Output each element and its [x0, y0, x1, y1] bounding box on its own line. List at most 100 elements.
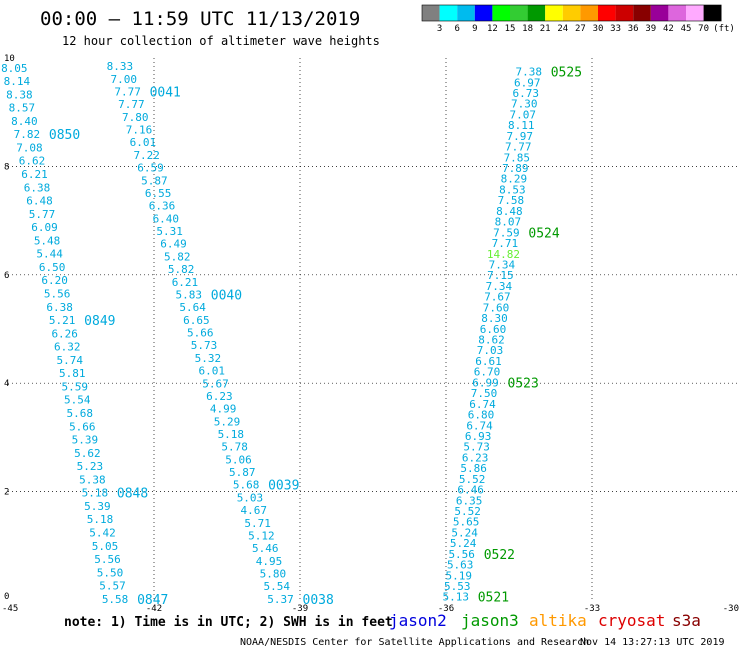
- colorbar-border: [421, 4, 722, 22]
- wave-height-value: 6.50: [39, 261, 66, 274]
- wave-height-value: 5.56: [94, 553, 121, 566]
- wave-height-value: 8.62: [478, 334, 505, 347]
- colorbar-label: 12: [487, 24, 498, 34]
- axis-ticks: -45 -42 -39 -36 -33 -30 0 2 4 6 8 10: [2, 54, 739, 614]
- wave-height-value: 7.97: [507, 130, 534, 143]
- wave-height-value: 7.07: [510, 108, 537, 121]
- time-label: 0039: [268, 479, 299, 494]
- wave-height-value: 6.21: [172, 276, 199, 289]
- colorbar-label: 42: [663, 24, 674, 34]
- colorbar-label: 27: [575, 24, 586, 34]
- wave-height-value: 7.50: [471, 387, 498, 400]
- x-tick-label: -33: [584, 604, 600, 614]
- track-s3a: 8.337.007.777.777.807.166.017.226.595.87…: [107, 60, 334, 608]
- footer-timestamp: Nov 14 13:27:13 UTC 2019: [580, 637, 725, 648]
- wave-height-value: 6.59: [137, 162, 164, 175]
- wave-height-value: 7.60: [483, 301, 510, 314]
- wave-height-value: 6.21: [21, 168, 48, 181]
- wave-height-value: 5.39: [84, 500, 111, 513]
- colorbar-swatch: [668, 5, 686, 21]
- time-label: 0522: [484, 548, 515, 563]
- time-label: 0521: [478, 591, 509, 606]
- wave-height-value: 5.71: [244, 517, 271, 530]
- wave-height-value: 6.99: [472, 376, 499, 389]
- colorbar-label: 18: [522, 24, 533, 34]
- colorbar-label: 39: [645, 24, 656, 34]
- wave-height-value: 6.46: [457, 484, 484, 497]
- wave-height-value: 5.31: [156, 225, 183, 238]
- colorbar-label: 21: [540, 24, 551, 34]
- colorbar-swatch: [615, 5, 634, 21]
- wave-height-value: 6.23: [462, 451, 489, 464]
- colorbar-swatch: [422, 5, 440, 21]
- x-tick-label: -39: [292, 604, 308, 614]
- legend-jason2: jason2: [389, 611, 447, 630]
- wave-height-value: 5.68: [67, 407, 94, 420]
- y-tick-label: 8: [4, 162, 9, 172]
- colorbar-label: 24: [557, 24, 568, 34]
- wave-height-value: 5.83: [176, 288, 203, 301]
- wave-height-value: 6.93: [465, 430, 492, 443]
- wave-height-value: 7.00: [111, 73, 138, 86]
- footer-note: note: 1) Time is in UTC; 2) SWH is in fe…: [64, 615, 393, 630]
- colorbar-swatch: [492, 5, 510, 21]
- track-altika: 7.386.976.737.307.078.117.977.777.857.89…: [442, 66, 582, 606]
- wave-height-value: 5.21: [49, 314, 76, 327]
- wave-height-value: 5.19: [445, 569, 472, 582]
- time-label: 0041: [150, 86, 181, 101]
- colorbar-label: 9: [472, 24, 477, 34]
- wave-height-value: 7.80: [122, 111, 149, 124]
- colorbar-swatch: [545, 5, 563, 21]
- wave-height-value: 5.78: [221, 441, 248, 454]
- wave-height-value: 5.13: [442, 591, 469, 604]
- wave-height-value: 6.55: [145, 187, 172, 200]
- wave-height-value: 5.57: [99, 580, 126, 593]
- chart-title: 00:00 – 11:59 UTC 11/13/2019: [40, 8, 360, 30]
- wave-height-value: 7.08: [16, 141, 43, 154]
- time-label: 0523: [508, 376, 539, 391]
- wave-height-value: 7.67: [484, 291, 511, 304]
- colorbar-unit: (ft): [713, 24, 735, 34]
- wave-height-value: 6.26: [51, 327, 78, 340]
- time-label: 0038: [303, 593, 334, 608]
- wave-height-value: 5.74: [56, 354, 83, 367]
- legend-s3a: s3a: [672, 611, 701, 630]
- x-tick-label: -30: [723, 604, 739, 614]
- colorbar-label: 15: [505, 24, 516, 34]
- colorbar-swatch: [439, 5, 458, 21]
- wave-height-value: 5.52: [459, 473, 486, 486]
- wave-height-value: 7.85: [504, 151, 531, 164]
- wave-height-value: 5.53: [444, 580, 471, 593]
- wave-height-value: 7.77: [505, 141, 532, 154]
- track-cryosat: 8.058.148.388.578.407.827.086.626.216.38…: [1, 62, 168, 608]
- wave-height-value: 5.63: [447, 559, 474, 572]
- wave-height-value: 6.65: [183, 314, 210, 327]
- wave-height-value: 7.16: [126, 124, 153, 137]
- wave-height-value: 6.09: [31, 221, 58, 234]
- wave-height-value: 7.15: [487, 269, 514, 282]
- y-tick-label: 0: [4, 592, 9, 602]
- wave-height-value: 7.22: [133, 149, 160, 162]
- wave-height-value: 7.34: [489, 258, 516, 271]
- wave-height-value: 6.35: [456, 494, 483, 507]
- wave-height-value: 6.36: [149, 200, 176, 213]
- wave-height-value: 6.74: [466, 419, 493, 432]
- x-tick-label: -36: [438, 604, 454, 614]
- time-label: 0848: [117, 487, 148, 502]
- colorbar-swatch: [474, 5, 493, 21]
- wave-height-value: 4.99: [210, 403, 237, 416]
- wave-height-value: 7.30: [511, 98, 538, 111]
- wave-height-value: 5.18: [218, 428, 245, 441]
- wave-height-value: 7.59: [493, 226, 520, 239]
- colorbar-swatch: [703, 5, 722, 21]
- time-label: 0850: [49, 128, 80, 143]
- wave-height-value: 7.58: [498, 194, 525, 207]
- wave-height-value: 5.46: [252, 542, 279, 555]
- wave-height-value: 5.67: [202, 377, 229, 390]
- wave-height-value: 5.29: [214, 415, 241, 428]
- wave-height-value: 5.48: [34, 234, 61, 247]
- wave-height-value: 6.62: [19, 155, 46, 168]
- time-label: 0847: [137, 593, 168, 608]
- wave-height-value: 5.81: [59, 367, 86, 380]
- wave-height-value: 5.64: [179, 301, 206, 314]
